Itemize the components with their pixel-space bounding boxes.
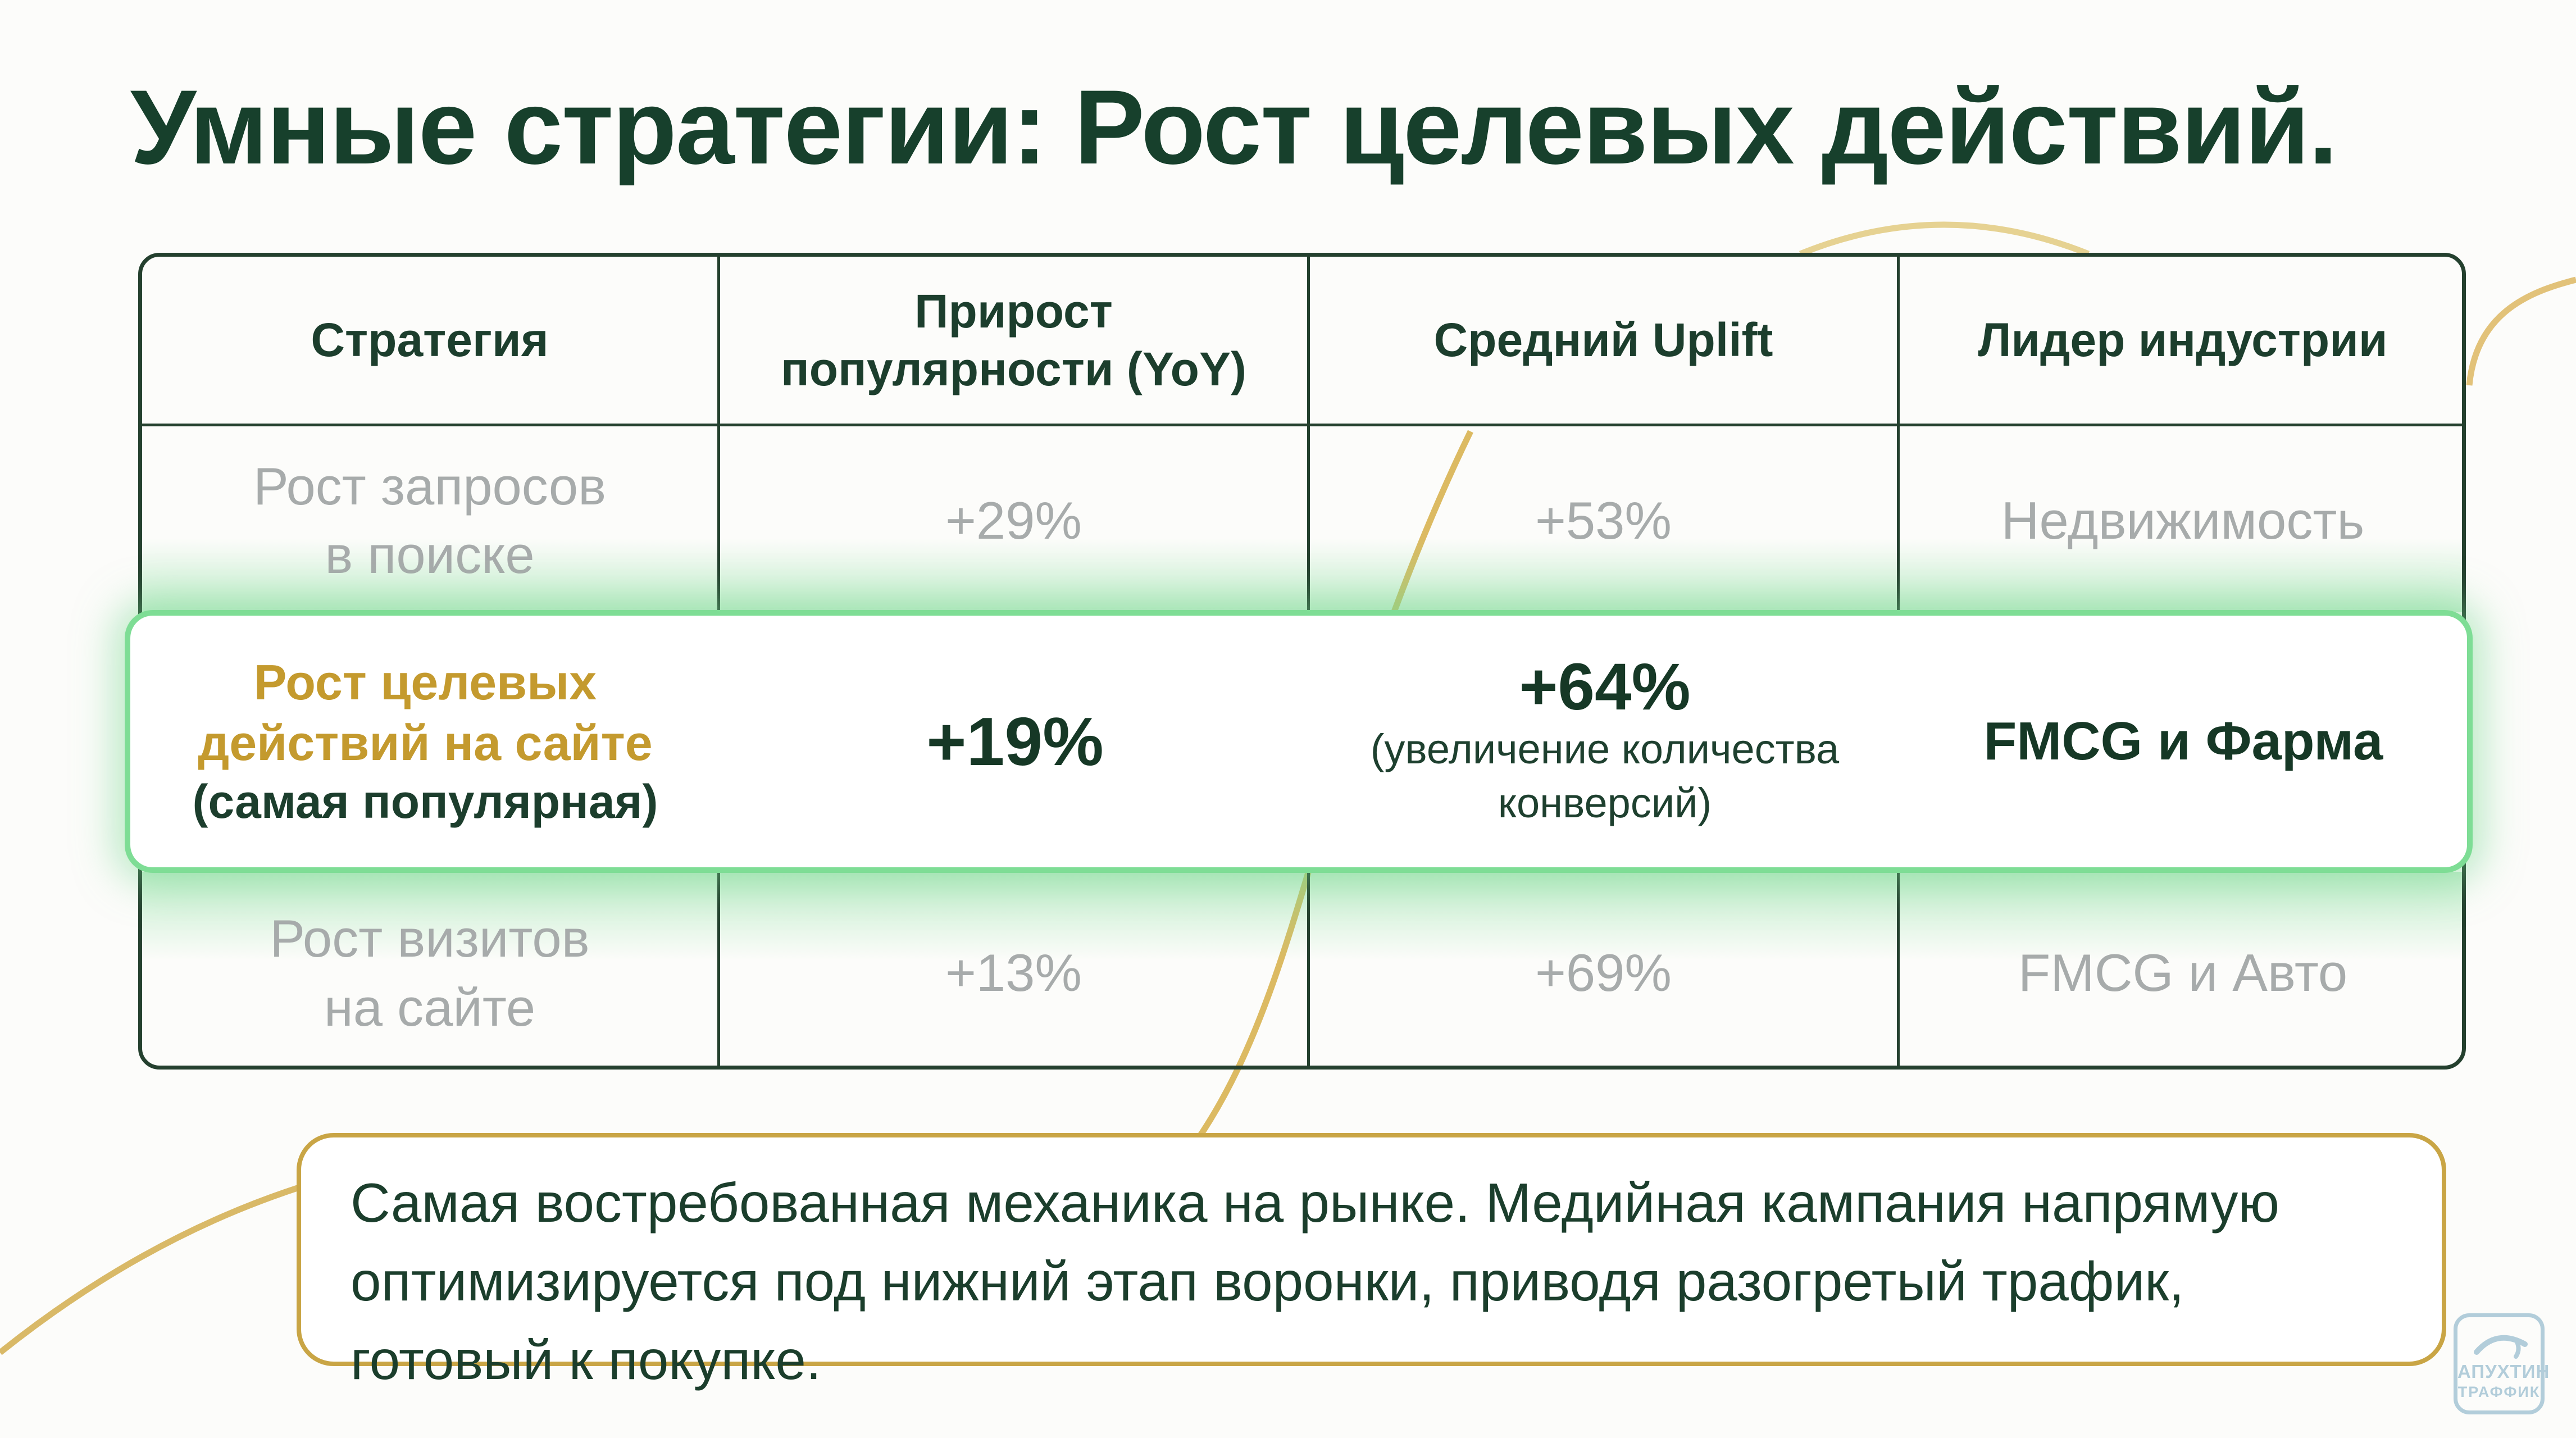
highlight-leader-cell: FMCG и Фарма (1983, 711, 2383, 771)
highlight-strategy-main: Рост целевых действий на сайте (198, 654, 653, 771)
highlight-uplift-cell: +64% (увеличение количества конверсий) (1310, 616, 1900, 867)
highlight-popularity-cell: +19% (926, 703, 1104, 780)
table-header-popularity-yoy: Прирост популярности (YoY) (781, 285, 1246, 395)
table-row-site-visits-strategy: Рост визитов на сайте (270, 909, 590, 1037)
table-row-search-queries-popularity: +29% (945, 490, 1082, 550)
table-row-target-actions-highlight: Рост целевых действий на сайте (самая по… (125, 610, 2473, 873)
highlight-glow-above (140, 538, 2464, 612)
page-title: Умные стратегии: Рост целевых действий. (130, 68, 2338, 186)
callout-text: Самая востребованная механика на рынке. … (351, 1172, 2279, 1391)
highlight-strategy-cell: Рост целевых действий на сайте (самая по… (136, 616, 714, 867)
highlight-strategy-note: (самая популярная) (192, 775, 658, 829)
gold-curve-right-bulge (2466, 276, 2576, 386)
gold-curve-top-hump (1799, 221, 2090, 257)
table-row-search-queries-uplift: +53% (1535, 490, 1672, 550)
table-grid-line-header (142, 424, 2462, 426)
gold-curve-bottom-left (0, 1182, 307, 1355)
table-row-site-visits-uplift: +69% (1535, 943, 1672, 1003)
table-row-search-queries-leader: Недвижимость (2001, 490, 2365, 550)
highlight-uplift-note: (увеличение количества конверсий) (1370, 725, 1840, 826)
table-row-site-visits-leader: FMCG и Авто (2018, 943, 2348, 1003)
table-row-search-queries-strategy: Рост запросов в поиске (253, 456, 607, 584)
watermark-logo: АПУХТИН ТРАФФИК (2454, 1313, 2550, 1414)
table-header-average-uplift: Средний Uplift (1433, 313, 1773, 367)
table-header-industry-leader: Лидер индустрии (1978, 313, 2388, 367)
logo-text-line1: АПУХТИН (2457, 1361, 2550, 1382)
table-row-site-visits-popularity: +13% (945, 943, 1082, 1003)
highlight-glow-below (140, 872, 2464, 961)
callout-box: Самая востребованная механика на рынке. … (297, 1133, 2446, 1391)
logo-text-line2: ТРАФФИК (2457, 1384, 2541, 1400)
table-header-strategy: Стратегия (311, 313, 549, 367)
logo-swoosh-icon (2474, 1335, 2528, 1359)
highlight-uplift-value: +64% (1519, 649, 1691, 724)
